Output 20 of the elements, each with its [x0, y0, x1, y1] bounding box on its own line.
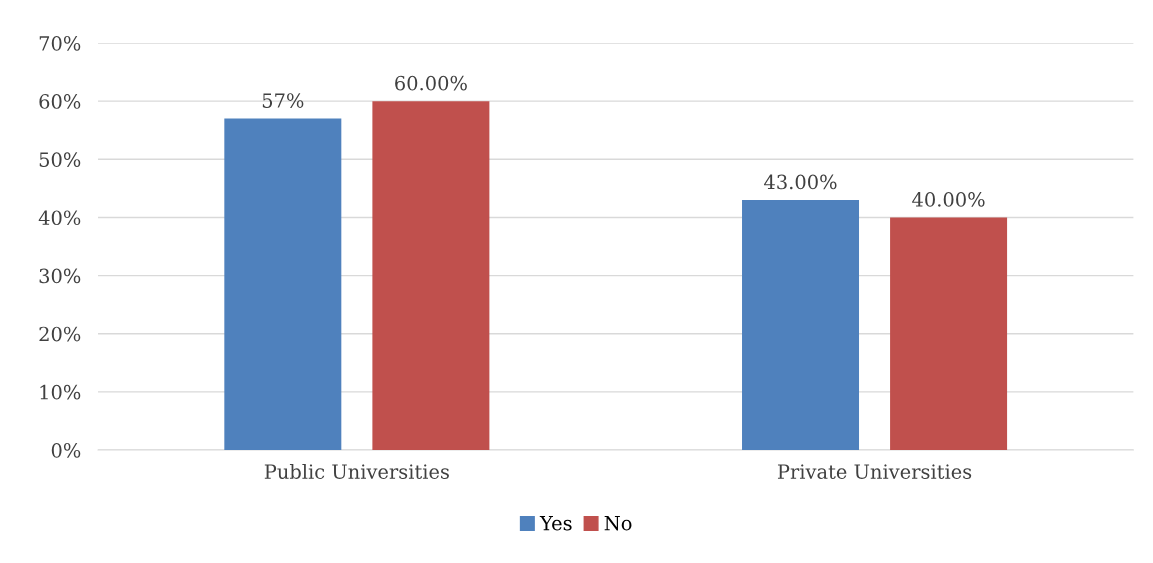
y-tick-label: 20% — [39, 326, 81, 342]
x-tick-label: Public Universities — [264, 463, 449, 479]
bar — [372, 101, 490, 451]
legend-label: No — [604, 516, 632, 531]
data-label: 57% — [262, 93, 304, 108]
y-tick-label: 60% — [39, 94, 81, 109]
x-tick-label: Private Universities — [777, 464, 972, 479]
legend-label: Yes — [539, 516, 572, 531]
y-tick-label: 30% — [39, 268, 81, 284]
data-label: 60.00% — [395, 75, 467, 91]
data-label: 40.00% — [912, 192, 985, 207]
y-tick-label: 70% — [39, 35, 81, 51]
y-tick-label: 50% — [39, 152, 81, 167]
y-tick-label: 10% — [40, 384, 81, 400]
bar — [890, 217, 1008, 451]
data-label: 43.00% — [764, 174, 837, 190]
bar — [742, 200, 860, 451]
y-tick-label: 0% — [51, 442, 81, 458]
y-tick-label: 40% — [38, 210, 81, 226]
bar — [224, 118, 342, 451]
